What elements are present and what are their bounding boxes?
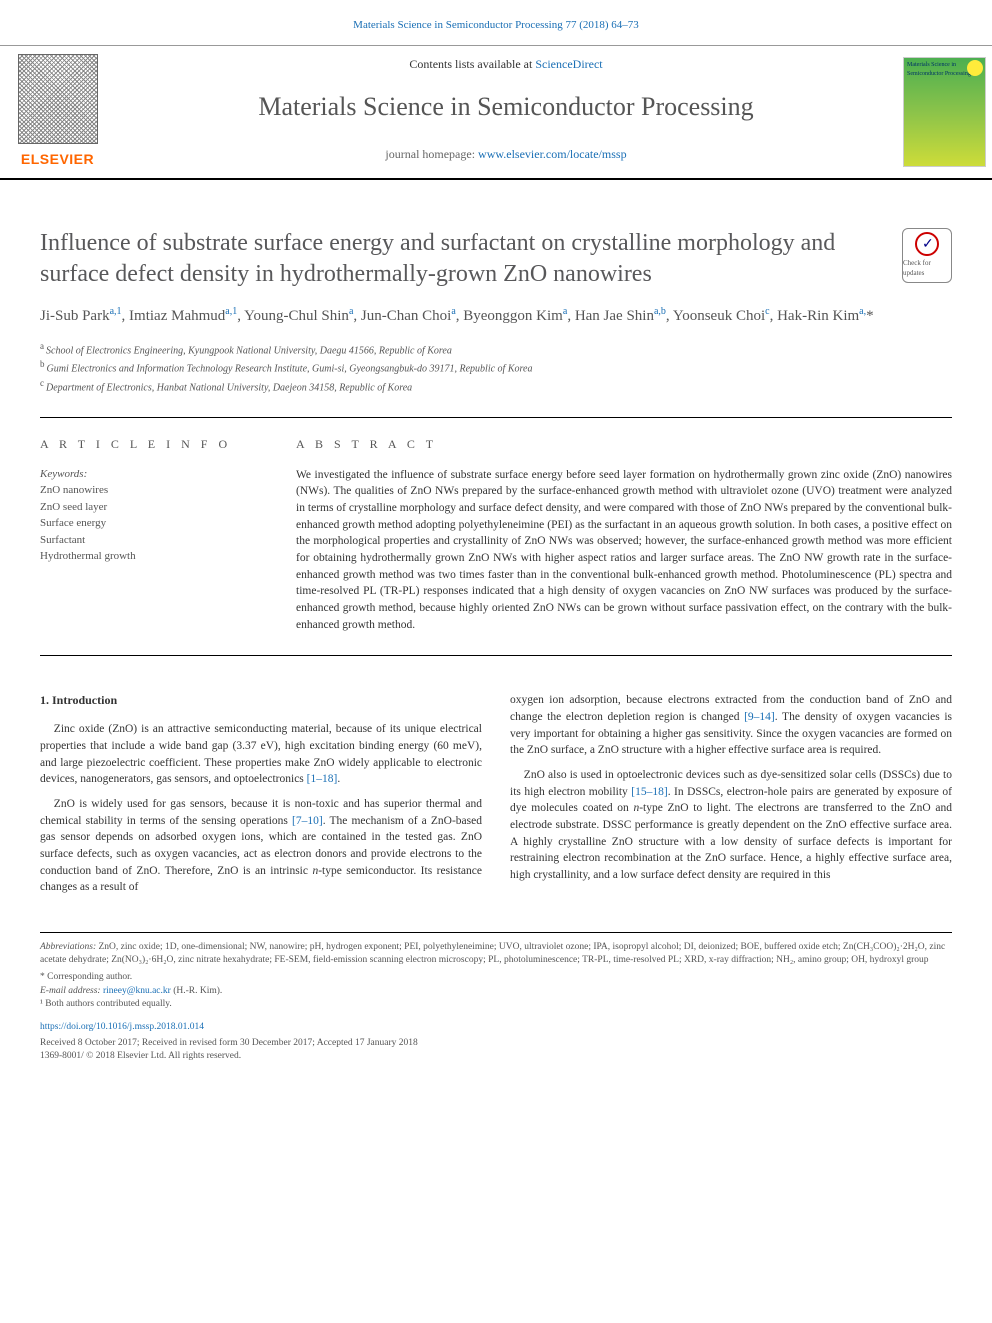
contents-prefix: Contents lists available at — [409, 57, 535, 71]
journal-name: Materials Science in Semiconductor Proce… — [127, 89, 885, 125]
email-label: E-mail address: — [40, 986, 101, 996]
footer: Abbreviations: ZnO, zinc oxide; 1D, one-… — [40, 932, 952, 1063]
abstract-text: We investigated the influence of substra… — [296, 467, 952, 634]
section-1-heading: 1. Introduction — [40, 692, 482, 709]
email-link[interactable]: rineey@knu.ac.kr — [101, 986, 171, 996]
sciencedirect-link[interactable]: ScienceDirect — [535, 57, 602, 71]
running-header: Materials Science in Semiconductor Proce… — [0, 0, 992, 45]
affiliation-list: aSchool of Electronics Engineering, Kyun… — [40, 340, 952, 395]
keywords-label: Keywords: — [40, 467, 260, 482]
article-title: Influence of substrate surface energy an… — [40, 228, 882, 290]
doi-link[interactable]: https://doi.org/10.1016/j.mssp.2018.01.0… — [40, 1021, 952, 1034]
para: oxygen ion adsorption, because electrons… — [510, 692, 952, 759]
corresponding-author: * Corresponding author. — [40, 971, 952, 984]
para-text: . — [337, 773, 340, 785]
email-line: E-mail address: rineey@knu.ac.kr (H.-R. … — [40, 985, 952, 998]
masthead: ELSEVIER Contents lists available at Sci… — [0, 45, 992, 180]
body-col-right: oxygen ion adsorption, because electrons… — [510, 692, 952, 904]
homepage-prefix: journal homepage: — [385, 147, 478, 161]
citation-link[interactable]: [15–18] — [631, 786, 667, 798]
keyword: Surfactant — [40, 532, 260, 549]
homepage-line: journal homepage: www.elsevier.com/locat… — [127, 146, 885, 163]
homepage-link[interactable]: www.elsevier.com/locate/mssp — [478, 147, 627, 161]
para: ZnO is widely used for gas sensors, beca… — [40, 796, 482, 896]
elsevier-wordmark: ELSEVIER — [21, 150, 94, 170]
contents-line: Contents lists available at ScienceDirec… — [127, 56, 885, 73]
copyright-line: 1369-8001/ © 2018 Elsevier Ltd. All righ… — [40, 1050, 952, 1063]
body-col-left: 1. Introduction Zinc oxide (ZnO) is an a… — [40, 692, 482, 904]
crossmark-badge[interactable]: Check for updates — [902, 228, 952, 283]
keyword: Surface energy — [40, 515, 260, 532]
crossmark-label: Check for updates — [903, 259, 951, 279]
cover-thumb-wrap: Materials Science in Semiconductor Proce… — [897, 46, 992, 178]
keyword: Hydrothermal growth — [40, 548, 260, 565]
elsevier-tree-icon — [18, 54, 98, 144]
keyword: ZnO nanowires — [40, 482, 260, 499]
masthead-center: Contents lists available at ScienceDirec… — [115, 46, 897, 178]
article-info-column: A R T I C L E I N F O Keywords: ZnO nano… — [40, 436, 260, 634]
affiliation: bGumi Electronics and Information Techno… — [40, 358, 952, 376]
para: Zinc oxide (ZnO) is an attractive semico… — [40, 721, 482, 788]
affiliation: cDepartment of Electronics, Hanbat Natio… — [40, 377, 952, 395]
citation-link[interactable]: [7–10] — [292, 815, 323, 827]
abbr-label: Abbreviations: — [40, 942, 96, 952]
author-list: Ji-Sub Parka,1, Imtiaz Mahmuda,1, Young-… — [40, 304, 952, 328]
body-columns: 1. Introduction Zinc oxide (ZnO) is an a… — [0, 656, 992, 904]
abstract-head: A B S T R A C T — [296, 436, 952, 453]
publisher-block: ELSEVIER — [0, 46, 115, 178]
equal-contribution: ¹ Both authors contributed equally. — [40, 998, 952, 1011]
abstract-column: A B S T R A C T We investigated the infl… — [296, 436, 952, 634]
abbreviations: Abbreviations: ZnO, zinc oxide; 1D, one-… — [40, 941, 952, 968]
para-text: Zinc oxide (ZnO) is an attractive semico… — [40, 723, 482, 785]
citation-link[interactable]: [1–18] — [307, 773, 338, 785]
article-info-head: A R T I C L E I N F O — [40, 436, 260, 453]
journal-cover-icon: Materials Science in Semiconductor Proce… — [903, 57, 986, 167]
citation-link[interactable]: [9–14] — [744, 711, 775, 723]
keyword: ZnO seed layer — [40, 499, 260, 516]
dates-line: Received 8 October 2017; Received in rev… — [40, 1037, 952, 1050]
running-header-link[interactable]: Materials Science in Semiconductor Proce… — [353, 19, 639, 31]
abbr-text: ZnO, zinc oxide; 1D, one-dimensional; NW… — [40, 942, 945, 965]
para: ZnO also is used in optoelectronic devic… — [510, 767, 952, 884]
keywords-list: ZnO nanowiresZnO seed layerSurface energ… — [40, 482, 260, 565]
affiliation: aSchool of Electronics Engineering, Kyun… — [40, 340, 952, 358]
email-after: (H.-R. Kim). — [171, 986, 222, 996]
crossmark-check-icon — [915, 232, 939, 256]
